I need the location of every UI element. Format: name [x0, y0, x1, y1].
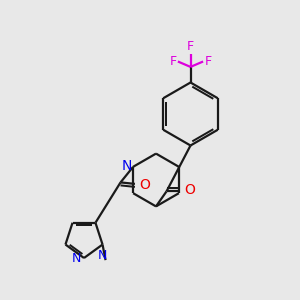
Text: N: N	[97, 249, 106, 262]
Text: F: F	[169, 55, 177, 68]
Text: O: O	[139, 178, 150, 192]
Text: N: N	[72, 251, 82, 265]
Text: O: O	[184, 183, 195, 197]
Text: F: F	[204, 55, 211, 68]
Text: F: F	[187, 40, 194, 53]
Text: N: N	[121, 159, 132, 173]
